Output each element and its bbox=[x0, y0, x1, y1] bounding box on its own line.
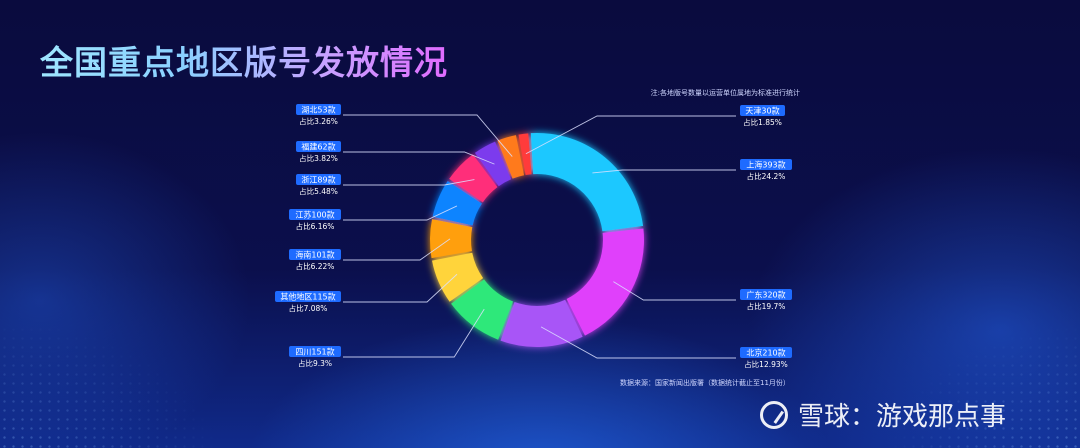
leader-line bbox=[343, 114, 513, 157]
label-badge bbox=[289, 249, 341, 260]
slice-share: 占比1.85% bbox=[743, 117, 782, 127]
slice-share: 占比5.48% bbox=[299, 186, 338, 196]
label-badge bbox=[289, 346, 341, 357]
watermark: 雪球：游戏那点事 bbox=[760, 396, 1006, 433]
donut-ring bbox=[430, 133, 644, 347]
slice-share: 占比19.7% bbox=[747, 301, 786, 311]
slice-label: 海南101款 bbox=[295, 250, 334, 260]
donut-slice bbox=[432, 252, 484, 302]
snowball-logo-icon bbox=[760, 400, 788, 429]
data-source: 数据来源：国家新闻出版署（数据统计截止至11月份） bbox=[620, 379, 790, 387]
donut-slice bbox=[518, 133, 532, 175]
slice-label: 江苏100款 bbox=[295, 210, 334, 220]
slice-label: 福建62款 bbox=[301, 142, 335, 152]
leader-line bbox=[343, 151, 495, 165]
slice-share: 占比3.26% bbox=[299, 116, 338, 126]
slice-label: 广东320款 bbox=[746, 290, 785, 300]
leader-line bbox=[540, 326, 736, 359]
chart-note: 注:各地版号数量以运营单位属地为标准进行统计 bbox=[650, 89, 800, 97]
leader-line bbox=[343, 238, 451, 261]
leader-line bbox=[525, 115, 736, 155]
slice-share: 占比9.3% bbox=[298, 358, 332, 368]
leader-line bbox=[343, 205, 458, 221]
donut-slice bbox=[500, 299, 583, 347]
slice-label: 上海393款 bbox=[746, 160, 785, 170]
label-badge bbox=[296, 174, 341, 185]
label-badge bbox=[275, 291, 341, 302]
donut-slice bbox=[430, 219, 473, 259]
label-badge bbox=[740, 105, 785, 116]
donut-slice bbox=[432, 181, 482, 226]
donut-slice bbox=[451, 279, 514, 340]
slice-label: 浙江89款 bbox=[301, 175, 335, 185]
leader-line bbox=[343, 179, 475, 186]
slice-share: 占比6.22% bbox=[296, 261, 335, 271]
slice-label: 其他地区115款 bbox=[280, 292, 335, 302]
leader-line bbox=[613, 281, 736, 301]
leader-line bbox=[343, 273, 458, 303]
slice-share: 占比24.2% bbox=[747, 171, 786, 181]
leader-line bbox=[343, 308, 485, 358]
label-badge bbox=[740, 159, 792, 170]
slice-label: 天津30款 bbox=[745, 106, 779, 116]
leader-line bbox=[592, 169, 736, 174]
donut-slice bbox=[530, 133, 644, 232]
label-badge bbox=[740, 347, 792, 358]
slice-share: 占比3.82% bbox=[299, 153, 338, 163]
label-badge bbox=[289, 209, 341, 220]
label-badge bbox=[296, 141, 341, 152]
slice-share: 占比6.16% bbox=[296, 221, 335, 231]
donut-slice bbox=[566, 228, 644, 336]
slice-label: 湖北53款 bbox=[301, 105, 335, 115]
slice-label: 四川151款 bbox=[295, 347, 334, 357]
page-title: 全国重点地区版号发放情况 bbox=[40, 36, 448, 84]
label-badge bbox=[296, 104, 341, 115]
label-badge bbox=[740, 289, 792, 300]
donut-slice bbox=[497, 135, 525, 179]
slice-share: 占比7.08% bbox=[289, 303, 328, 313]
watermark-text: 雪球：游戏那点事 bbox=[798, 402, 1007, 432]
slice-share: 占比12.93% bbox=[744, 359, 788, 369]
slice-label: 北京210款 bbox=[746, 348, 785, 358]
donut-slice bbox=[449, 154, 498, 203]
